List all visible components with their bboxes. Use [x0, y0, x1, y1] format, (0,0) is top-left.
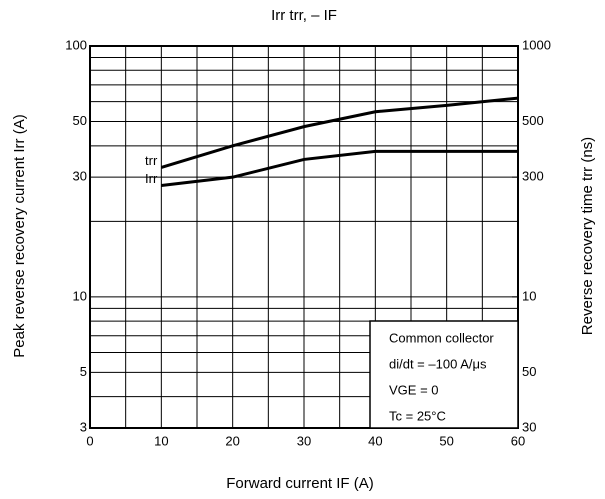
x-tick-label: 60: [511, 433, 525, 448]
series-line: [161, 149, 518, 187]
y-tick-label: 100: [65, 37, 87, 52]
y2-axis-label: Reverse recovery time trr (ns): [579, 137, 596, 335]
y2-tick-label: 50: [522, 364, 536, 379]
series-label: Irr: [145, 171, 158, 186]
annotation-text: Common collector: [389, 330, 494, 345]
y-tick-label: 10: [73, 288, 87, 303]
y2-tick-label: 300: [522, 169, 544, 184]
y2-tick-label: 500: [522, 113, 544, 128]
y2-tick-label: 1000: [522, 37, 551, 52]
y-tick-label: 3: [80, 419, 87, 434]
y-tick-label: 30: [73, 169, 87, 184]
y2-tick-label: 30: [522, 419, 536, 434]
x-tick-label: 30: [297, 433, 311, 448]
x-axis-label: Forward current IF (A): [226, 475, 374, 492]
annotation-text: di/dt = –100 A/μs: [389, 356, 487, 371]
plot-frame: [89, 45, 519, 429]
chart-title: Irr trr, – IF: [271, 7, 337, 24]
series-label: trr: [145, 153, 158, 168]
y2-tick-label: 10: [522, 288, 536, 303]
annotation-text: VGE = 0: [389, 382, 439, 397]
x-tick-label: 20: [225, 433, 239, 448]
y-tick-label: 5: [80, 364, 87, 379]
annotation-text: Tc = 25°C: [389, 408, 446, 423]
x-tick-label: 10: [154, 433, 168, 448]
y-axis-label: Peak reverse recovery current Irr (A): [11, 114, 28, 357]
series-line: [160, 96, 519, 169]
x-tick-label: 40: [368, 433, 382, 448]
x-tick-label: 0: [86, 433, 93, 448]
x-tick-label: 50: [439, 433, 453, 448]
y-tick-label: 50: [73, 113, 87, 128]
annotation-box: [369, 320, 519, 429]
